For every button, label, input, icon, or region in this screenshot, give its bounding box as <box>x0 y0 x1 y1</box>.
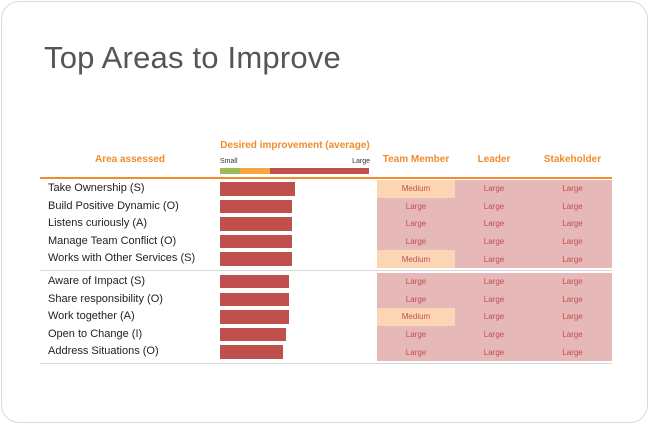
stakeholder-rating: Large <box>533 272 612 291</box>
table-body: Take Ownership (S) Medium Large Large Build … <box>40 180 612 366</box>
improvement-bar <box>220 217 292 231</box>
scale-medium-segment <box>240 168 270 174</box>
area-label: Share responsibility (O) <box>48 292 163 305</box>
area-label: Works with Other Services (S) <box>48 252 196 265</box>
group-divider <box>40 269 612 271</box>
table-row: Listens curiously (A) Large Large Large <box>40 215 612 233</box>
stakeholder-rating: Large <box>533 308 612 326</box>
leader-rating: Large <box>455 232 533 251</box>
improvement-bar <box>220 234 292 249</box>
table-row: Aware of Impact (S) Large Large Large <box>40 272 612 291</box>
team-member-rating: Large <box>377 272 455 291</box>
leader-rating: Large <box>455 343 533 361</box>
area-label: Address Situations (O) <box>48 345 159 358</box>
table-row: Take Ownership (S) Medium Large Large <box>40 180 612 198</box>
table-row: Works with Other Services (S) Medium Large… <box>40 250 612 268</box>
leader-rating: Large <box>455 325 533 344</box>
area-label: Build Positive Dynamic (O) <box>48 199 179 212</box>
area-label: Manage Team Conflict (O) <box>48 234 177 247</box>
improvement-bar <box>220 292 289 307</box>
table-row: Manage Team Conflict (O) Large Large Large <box>40 232 612 251</box>
improvement-bar <box>220 252 292 266</box>
team-member-rating: Large <box>377 197 455 216</box>
table-row: Share responsibility (O) Large Large Large <box>40 290 612 309</box>
leader-rating: Large <box>455 215 533 233</box>
header-team-member: Team Member <box>382 154 450 165</box>
improvement-scale-legend <box>220 168 369 174</box>
team-member-rating: Medium <box>377 180 455 198</box>
team-member-rating: Large <box>377 325 455 344</box>
header-stakeholder: Stakeholder <box>543 154 602 165</box>
team-member-rating: Large <box>377 290 455 309</box>
improvement-bar <box>220 345 283 359</box>
stakeholder-rating: Large <box>533 232 612 251</box>
table-bottom-divider <box>40 362 612 364</box>
improvement-bar <box>220 182 295 196</box>
stakeholder-rating: Large <box>533 290 612 309</box>
stakeholder-rating: Large <box>533 250 612 268</box>
header-divider <box>40 177 612 179</box>
area-label: Open to Change (I) <box>48 327 143 340</box>
team-member-rating: Large <box>377 343 455 361</box>
table-row: Open to Change (I) Large Large Large <box>40 325 612 344</box>
header-leader: Leader <box>477 154 511 165</box>
area-label: Aware of Impact (S) <box>48 274 145 287</box>
team-member-rating: Medium <box>377 308 455 326</box>
scale-small-label: Small <box>220 158 238 165</box>
row-group: Aware of Impact (S) Large Large Large Share … <box>40 272 612 361</box>
improvement-bar <box>220 274 289 289</box>
row-group: Take Ownership (S) Medium Large Large Build … <box>40 180 612 268</box>
scale-large-segment <box>270 168 369 174</box>
improvement-bar <box>220 199 292 214</box>
header-area-assessed: Area assessed <box>94 154 166 165</box>
leader-rating: Large <box>455 250 533 268</box>
area-label: Take Ownership (S) <box>48 182 145 194</box>
area-label: Listens curiously (A) <box>48 217 148 230</box>
scale-large-label: Large <box>352 158 370 165</box>
leader-rating: Large <box>455 197 533 216</box>
leader-rating: Large <box>455 272 533 291</box>
page-title: Top Areas to Improve <box>44 40 341 75</box>
table-row: Address Situations (O) Large Large Large <box>40 343 612 361</box>
header-desired-improvement: Desired improvement (average) <box>220 140 370 151</box>
improvement-bar <box>220 327 286 342</box>
team-member-rating: Large <box>377 232 455 251</box>
scale-small-segment <box>220 168 240 174</box>
team-member-rating: Medium <box>377 250 455 268</box>
stakeholder-rating: Large <box>533 180 612 198</box>
stakeholder-rating: Large <box>533 215 612 233</box>
table-row: Work together (A) Medium Large Large <box>40 308 612 326</box>
leader-rating: Large <box>455 180 533 198</box>
team-member-rating: Large <box>377 215 455 233</box>
leader-rating: Large <box>455 290 533 309</box>
improvement-bar <box>220 310 289 324</box>
stakeholder-rating: Large <box>533 325 612 344</box>
stakeholder-rating: Large <box>533 343 612 361</box>
leader-rating: Large <box>455 308 533 326</box>
stakeholder-rating: Large <box>533 197 612 216</box>
area-label: Work together (A) <box>48 310 135 323</box>
table-row: Build Positive Dynamic (O) Large Large Larg… <box>40 197 612 216</box>
